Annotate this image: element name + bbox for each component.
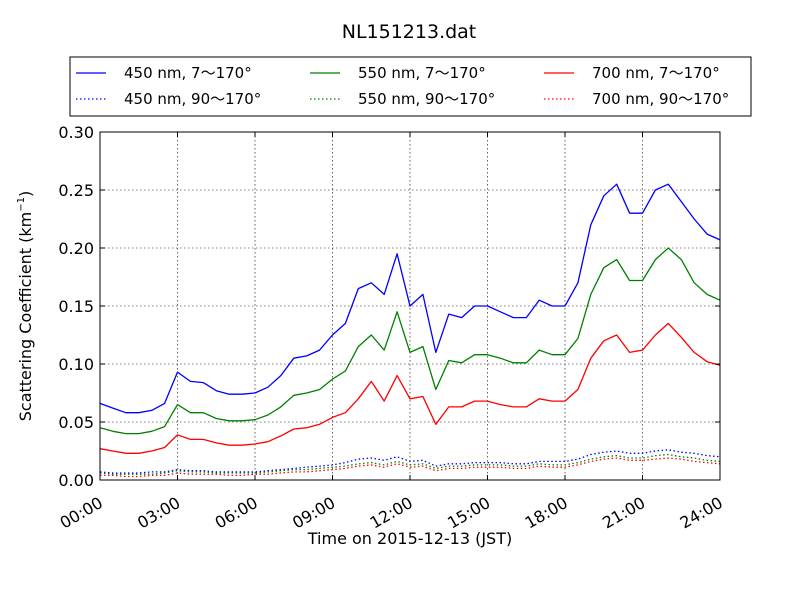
x-axis-label: Time on 2015-12-13 (JST) [307, 529, 512, 548]
series-layer [99, 183, 721, 478]
series-line-1 [99, 183, 721, 414]
legend-label-1: 450 nm, 7～170° [124, 64, 252, 82]
legend-label-6: 700 nm, 90～170° [592, 90, 729, 108]
chart-title: NL151213.dat [342, 21, 477, 43]
legend-label-4: 550 nm, 90～170° [358, 90, 495, 108]
y-axis-label: Scattering Coefficient (km−1) [16, 191, 35, 422]
series-line-3 [99, 247, 721, 435]
y-tick-label: 0.05 [58, 413, 94, 432]
y-tick-label: 0.10 [58, 355, 94, 374]
legend-entries: 450 nm, 7～170° 550 nm, 7～170° 700 nm, 7～17… [76, 64, 729, 108]
series-line-5 [99, 322, 721, 454]
legend-frame [69, 56, 752, 117]
legend: 450 nm, 7～170° 550 nm, 7～170° 700 nm, 7～17… [69, 56, 752, 117]
y-tick-label: 0.15 [58, 297, 94, 316]
y-tick-label: 0.20 [58, 239, 94, 258]
series-line-2 [99, 449, 721, 474]
legend-label-2: 450 nm, 90～170° [124, 90, 261, 108]
series-line-6 [100, 457, 721, 478]
y-axis-label-main: Scattering Coefficient (km [16, 212, 35, 422]
legend-label-3: 550 nm, 7～170° [358, 64, 486, 82]
legend-label-5: 700 nm, 7～170° [592, 64, 720, 82]
y-tick-label: 0.00 [58, 471, 94, 490]
y-tick-label: 0.25 [58, 181, 94, 200]
ticks [99, 131, 721, 481]
y-axis-label-exponent: −1 [16, 197, 27, 212]
series-line-4 [99, 453, 721, 475]
y-tick-label: 0.30 [58, 123, 94, 142]
y-axis-label-close: ) [16, 191, 35, 197]
